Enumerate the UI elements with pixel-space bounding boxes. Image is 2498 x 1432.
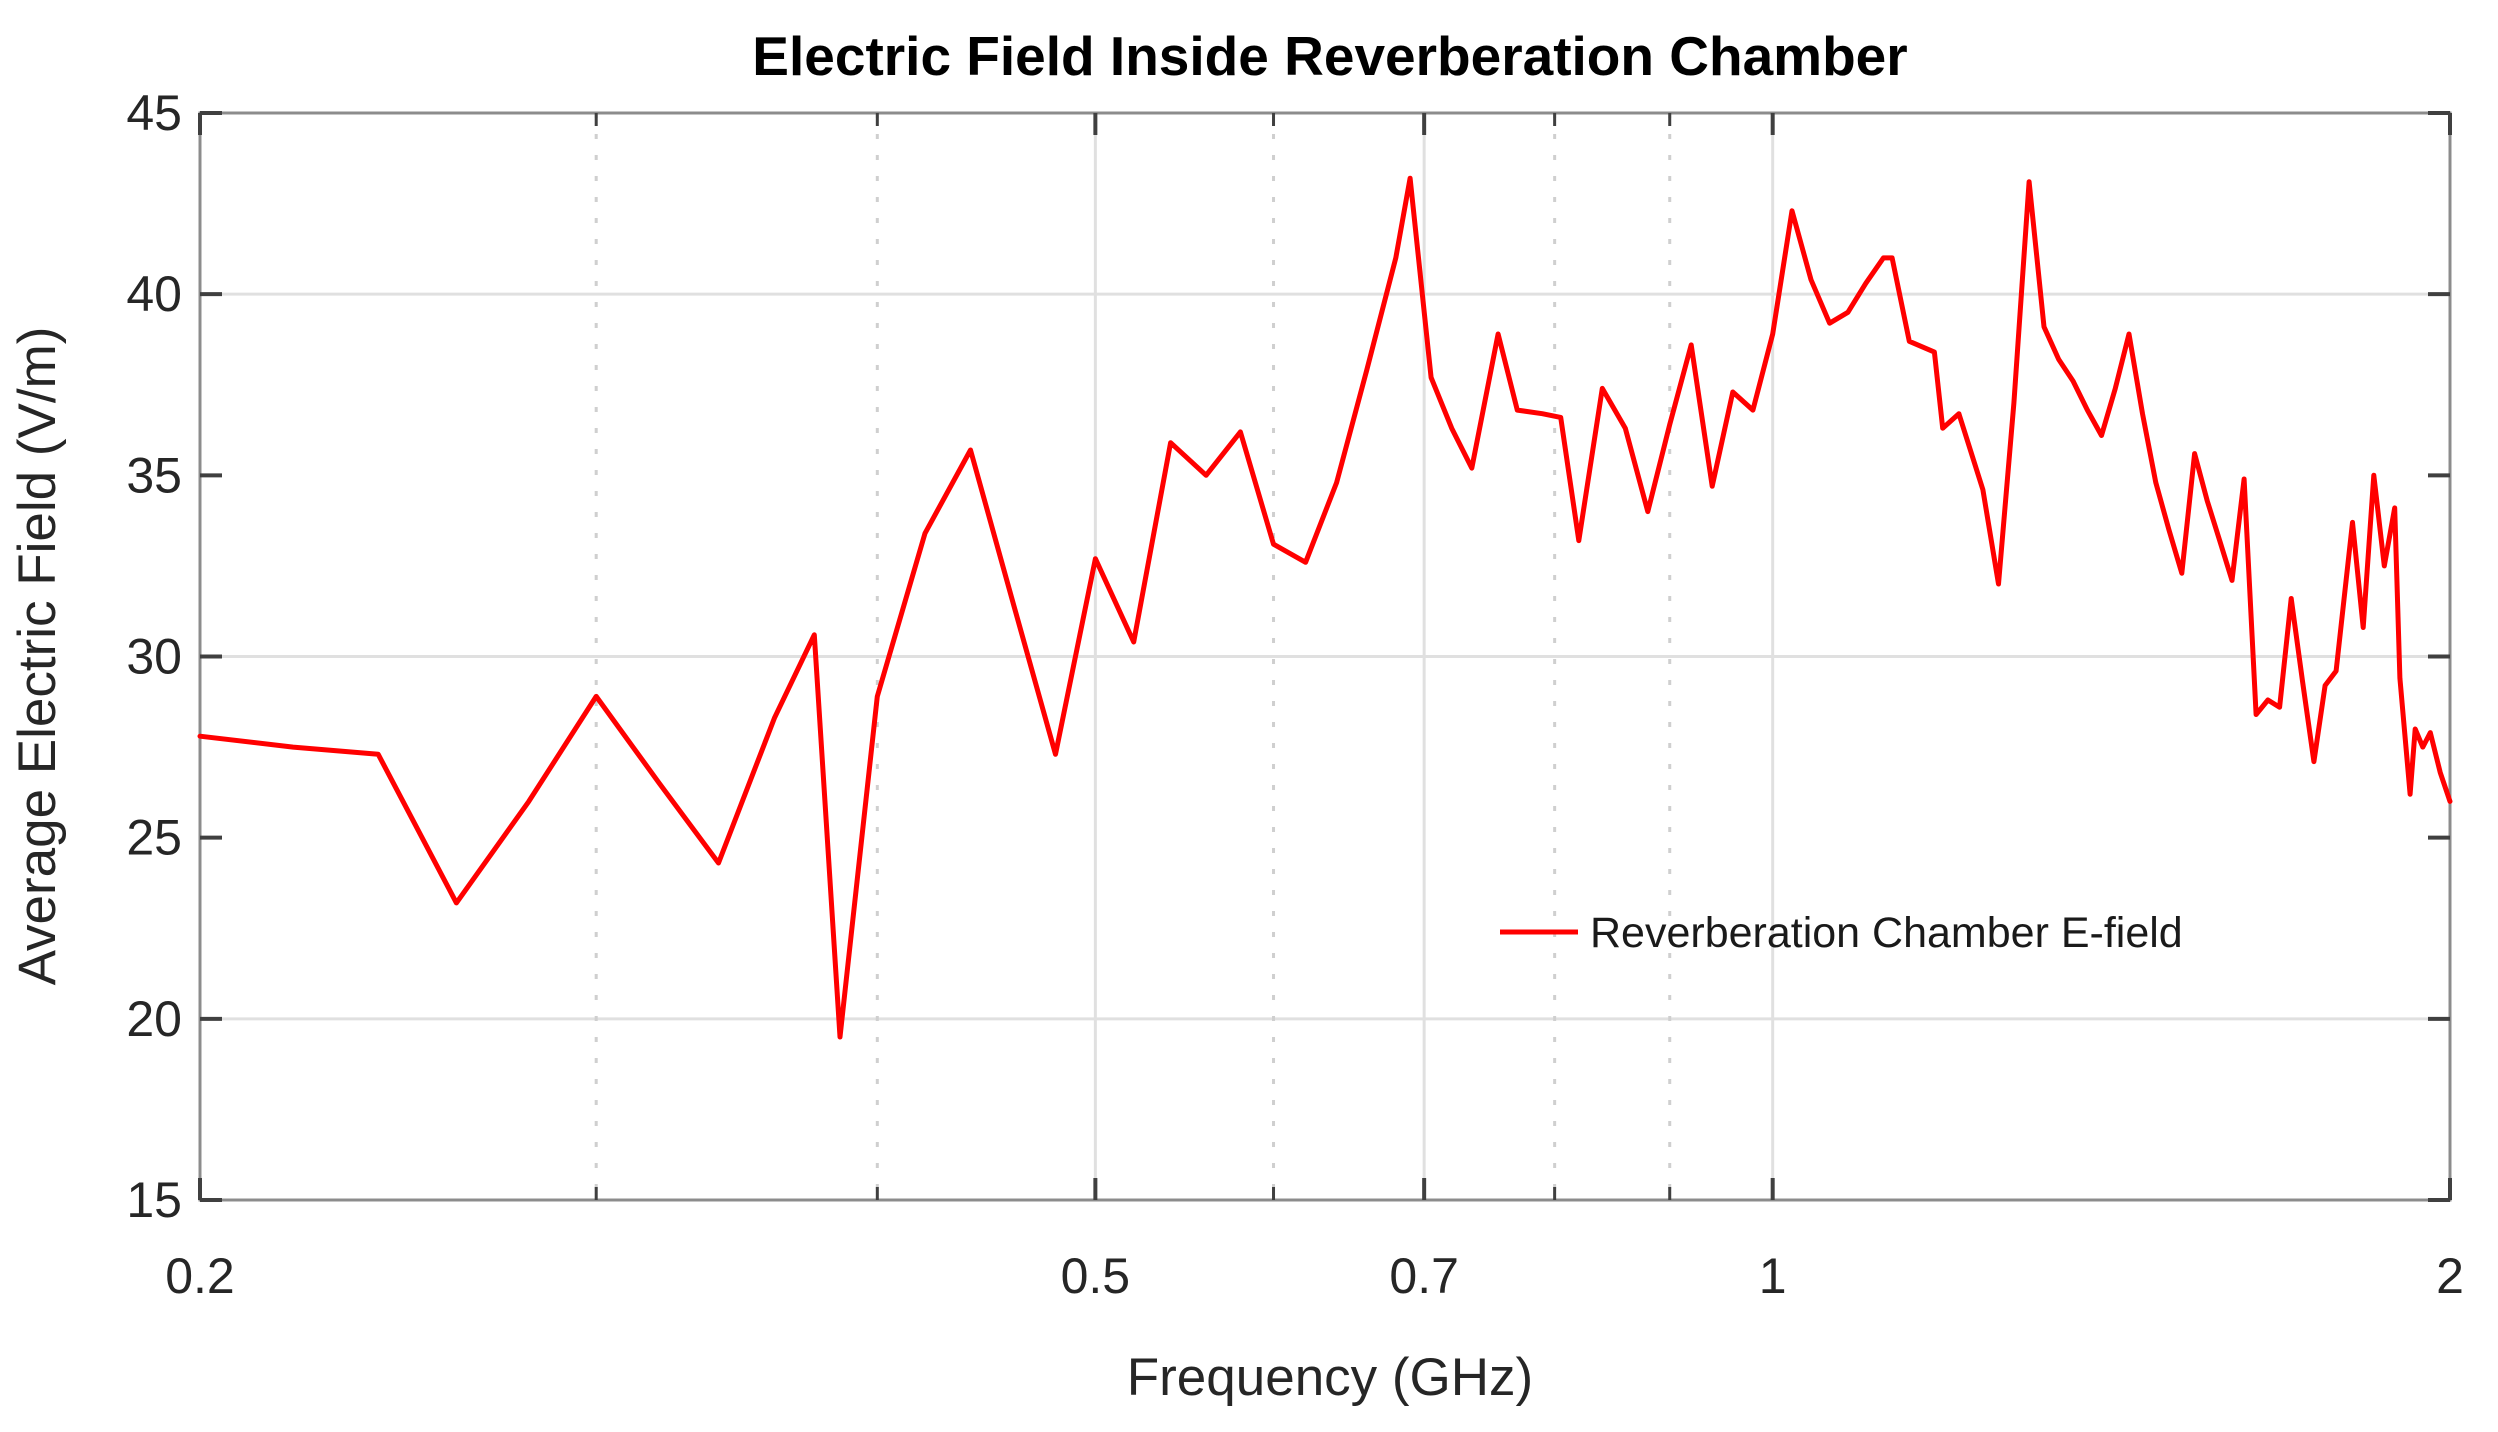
series-layer — [197, 175, 2453, 1040]
legend-entry-label: Reverberation Chamber E-field — [1590, 909, 2183, 957]
x-tick-label-1: 1 — [1759, 1248, 1787, 1304]
y-tick-label-25: 25 — [126, 810, 182, 866]
x-tick-labels: 0.2 0.5 0.7 1 2 — [165, 1248, 2464, 1304]
legend: Reverberation Chamber E-field — [1500, 909, 2183, 957]
efield-line-series — [197, 175, 2453, 1040]
y-tick-label-45: 45 — [126, 85, 182, 141]
y-axis-label: Average Electric Field (V/m) — [8, 327, 67, 986]
x-tick-label-0.7: 0.7 — [1389, 1248, 1459, 1304]
chart-title: Electric Field Inside Reverberation Cham… — [752, 25, 1907, 87]
y-tick-label-15: 15 — [126, 1172, 182, 1228]
grid-layer — [200, 113, 2450, 1200]
x-axis-label: Frequency (GHz) — [1127, 1348, 1533, 1407]
y-tick-label-35: 35 — [126, 447, 182, 503]
x-tick-label-2: 2 — [2436, 1248, 2464, 1304]
y-tick-labels: 15 20 25 30 35 40 45 — [126, 85, 182, 1228]
tick-marks — [198, 111, 2452, 1202]
y-tick-label-30: 30 — [126, 629, 182, 685]
y-tick-label-20: 20 — [126, 991, 182, 1047]
x-tick-label-0.5: 0.5 — [1061, 1248, 1131, 1304]
y-tick-label-40: 40 — [126, 266, 182, 322]
x-tick-label-0.2: 0.2 — [165, 1248, 235, 1304]
